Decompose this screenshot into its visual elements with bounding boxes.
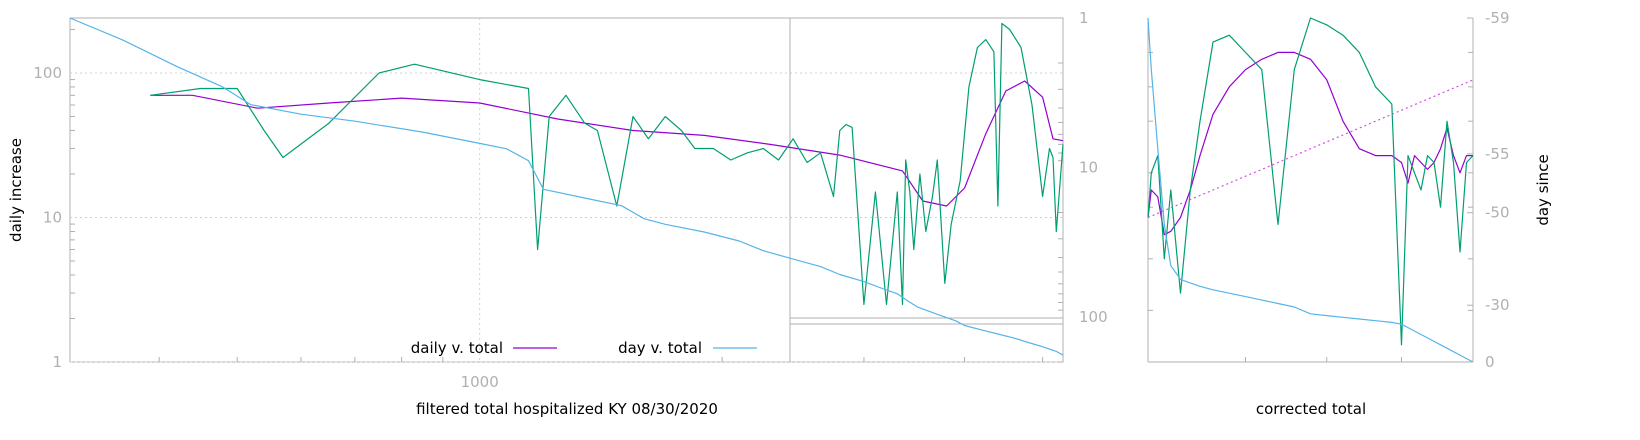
right-panel: -59 -55 -50 -30 0 corrected total bbox=[1147, 9, 1510, 418]
left-x-axis-label: filtered total hospitalized KY 08/30/202… bbox=[416, 400, 718, 418]
right-series-line-1 bbox=[1147, 17, 1474, 346]
right-series-line-3 bbox=[1147, 79, 1474, 219]
right-series-line-0 bbox=[1147, 51, 1473, 236]
legend-label-day: day v. total bbox=[618, 339, 702, 357]
left-gridlines bbox=[69, 17, 1064, 363]
left-series-group bbox=[69, 17, 1064, 356]
right-tick-labels: -59 -55 -50 -30 0 bbox=[1467, 9, 1510, 371]
left-y-axis-label: daily increase bbox=[7, 138, 25, 242]
left-tick-labels: 1 10 100 1 10 100 1000 bbox=[33, 9, 1107, 391]
y-tick-label: 10 bbox=[43, 208, 62, 226]
y2-tick-label: 100 bbox=[1079, 308, 1108, 326]
y2-tick-label: 10 bbox=[1079, 158, 1098, 176]
y-tick-label: 1 bbox=[52, 353, 62, 371]
y2-tick-label: 1 bbox=[1079, 9, 1089, 27]
right-series-line-2 bbox=[1147, 17, 1474, 363]
right-series-group bbox=[1147, 17, 1474, 363]
legend: daily v. total day v. total bbox=[411, 339, 757, 357]
right-plot-frame bbox=[1147, 18, 1474, 363]
left-axis-box bbox=[69, 17, 1064, 363]
right-y2-tick-label: 0 bbox=[1485, 353, 1495, 371]
right-x-axis-label: corrected total bbox=[1256, 400, 1366, 418]
right-y2-tick-label: -55 bbox=[1485, 145, 1510, 163]
right-y-axis-label: day since bbox=[1534, 154, 1552, 225]
right-y2-tick-label: -30 bbox=[1485, 296, 1510, 314]
y-tick-label: 100 bbox=[33, 64, 62, 82]
legend-label-daily: daily v. total bbox=[411, 339, 503, 357]
left-panel: 1 10 100 1 10 100 1000 daily increase day sinc… bbox=[7, 9, 1552, 418]
series-line-1 bbox=[150, 22, 1064, 306]
right-y2-tick-label: -59 bbox=[1485, 9, 1510, 27]
series-line-0 bbox=[150, 80, 1064, 207]
series-line-2 bbox=[69, 17, 1064, 356]
right-y2-tick-label: -50 bbox=[1485, 204, 1510, 222]
x-tick-label: 1000 bbox=[461, 373, 499, 391]
